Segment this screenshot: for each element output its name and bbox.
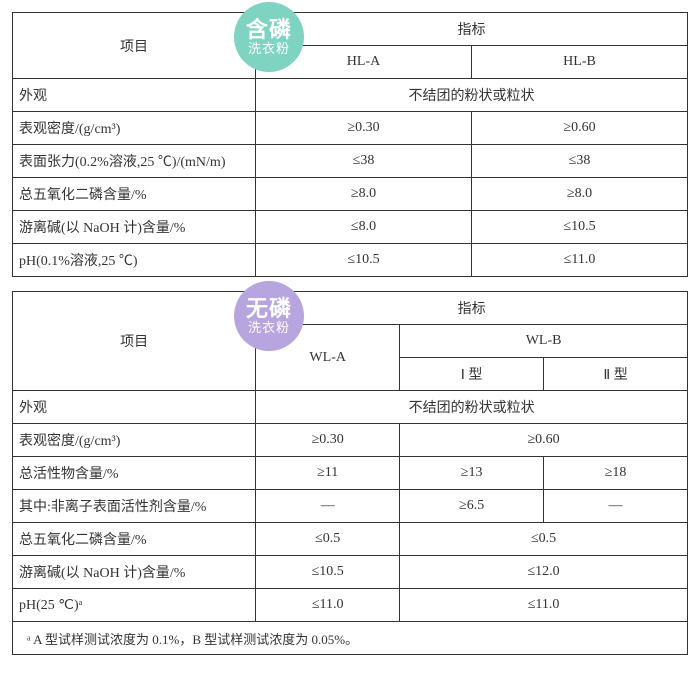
table-row: 外观 不结团的粉状或粒状 bbox=[13, 391, 688, 424]
table-row: 其中:非离子表面活性剂含量/% — ≥6.5 — bbox=[13, 490, 688, 523]
table-row: 总五氧化二磷含量/% ≤0.5 ≤0.5 bbox=[13, 523, 688, 556]
cell-b2: — bbox=[544, 490, 688, 523]
table-row: pH(0.1%溶液,25 ℃) ≤10.5 ≤11.0 bbox=[13, 244, 688, 277]
cell-a: ≥11 bbox=[256, 457, 400, 490]
row-merged: 不结团的粉状或粒状 bbox=[256, 391, 688, 424]
table-row: 总五氧化二磷含量/% ≥8.0 ≥8.0 bbox=[13, 178, 688, 211]
table-row: 总活性物含量/% ≥11 ≥13 ≥18 bbox=[13, 457, 688, 490]
footnote-row: ᵃ A 型试样测试浓度为 0.1%，B 型试样测试浓度为 0.05%。 bbox=[13, 622, 688, 655]
footnote-text: ᵃ A 型试样测试浓度为 0.1%，B 型试样测试浓度为 0.05%。 bbox=[13, 622, 688, 655]
row-label: 游离碱(以 NaOH 计)含量/% bbox=[13, 556, 256, 589]
cell-a: ≤11.0 bbox=[256, 589, 400, 622]
row-label: 总活性物含量/% bbox=[13, 457, 256, 490]
cell-b: ≤38 bbox=[472, 145, 688, 178]
row-label: 表观密度/(g/cm³) bbox=[13, 424, 256, 457]
cell-b-merged: ≥0.60 bbox=[400, 424, 688, 457]
header-colB1: Ⅰ 型 bbox=[400, 358, 544, 391]
header-colA: WL-A bbox=[256, 325, 400, 391]
cell-b1: ≥6.5 bbox=[400, 490, 544, 523]
table-phosphate: 含磷 洗衣粉 项目 指标 HL-A HL-B 外观 不结团的粉状或粒状 表观密度… bbox=[12, 12, 688, 277]
header-indicator: 指标 bbox=[256, 13, 688, 46]
row-merged: 不结团的粉状或粒状 bbox=[256, 79, 688, 112]
cell-b2: ≥18 bbox=[544, 457, 688, 490]
row-label: 总五氧化二磷含量/% bbox=[13, 523, 256, 556]
cell-a: ≤10.5 bbox=[256, 556, 400, 589]
row-label: pH(0.1%溶液,25 ℃) bbox=[13, 244, 256, 277]
cell-b: ≤10.5 bbox=[472, 211, 688, 244]
header-colA: HL-A bbox=[256, 46, 472, 79]
header-colB: HL-B bbox=[472, 46, 688, 79]
table-row: pH(25 ℃)ᵃ ≤11.0 ≤11.0 bbox=[13, 589, 688, 622]
table-phosphate-free: 无磷 洗衣粉 项目 指标 WL-A WL-B Ⅰ 型 Ⅱ 型 外观 不结团的粉状… bbox=[12, 291, 688, 655]
cell-a: ≥0.30 bbox=[256, 424, 400, 457]
row-label: 其中:非离子表面活性剂含量/% bbox=[13, 490, 256, 523]
table-row: 表观密度/(g/cm³) ≥0.30 ≥0.60 bbox=[13, 112, 688, 145]
header-colB: WL-B bbox=[400, 325, 688, 358]
cell-b: ≥8.0 bbox=[472, 178, 688, 211]
table-row: 游离碱(以 NaOH 计)含量/% ≤10.5 ≤12.0 bbox=[13, 556, 688, 589]
cell-b1: ≥13 bbox=[400, 457, 544, 490]
spec-table-2: 项目 指标 WL-A WL-B Ⅰ 型 Ⅱ 型 外观 不结团的粉状或粒状 表观密… bbox=[12, 291, 688, 655]
row-label: 表观密度/(g/cm³) bbox=[13, 112, 256, 145]
row-label: 外观 bbox=[13, 391, 256, 424]
cell-a: ≥8.0 bbox=[256, 178, 472, 211]
table-row: 表观密度/(g/cm³) ≥0.30 ≥0.60 bbox=[13, 424, 688, 457]
row-label: 总五氧化二磷含量/% bbox=[13, 178, 256, 211]
cell-b-merged: ≤11.0 bbox=[400, 589, 688, 622]
table-row: 外观 不结团的粉状或粒状 bbox=[13, 79, 688, 112]
cell-a: ≤8.0 bbox=[256, 211, 472, 244]
row-label: 外观 bbox=[13, 79, 256, 112]
cell-a: ≥0.30 bbox=[256, 112, 472, 145]
cell-a: ≤0.5 bbox=[256, 523, 400, 556]
cell-a: — bbox=[256, 490, 400, 523]
cell-b-merged: ≤12.0 bbox=[400, 556, 688, 589]
cell-b-merged: ≤0.5 bbox=[400, 523, 688, 556]
row-label: pH(25 ℃)ᵃ bbox=[13, 589, 256, 622]
spec-table-1: 项目 指标 HL-A HL-B 外观 不结团的粉状或粒状 表观密度/(g/cm³… bbox=[12, 12, 688, 277]
header-indicator: 指标 bbox=[256, 292, 688, 325]
table-row: 游离碱(以 NaOH 计)含量/% ≤8.0 ≤10.5 bbox=[13, 211, 688, 244]
row-label: 游离碱(以 NaOH 计)含量/% bbox=[13, 211, 256, 244]
header-colB2: Ⅱ 型 bbox=[544, 358, 688, 391]
cell-b: ≥0.60 bbox=[472, 112, 688, 145]
row-label: 表面张力(0.2%溶液,25 ℃)/(mN/m) bbox=[13, 145, 256, 178]
cell-a: ≤10.5 bbox=[256, 244, 472, 277]
header-param: 项目 bbox=[13, 13, 256, 79]
header-param: 项目 bbox=[13, 292, 256, 391]
cell-b: ≤11.0 bbox=[472, 244, 688, 277]
cell-a: ≤38 bbox=[256, 145, 472, 178]
table-row: 表面张力(0.2%溶液,25 ℃)/(mN/m) ≤38 ≤38 bbox=[13, 145, 688, 178]
